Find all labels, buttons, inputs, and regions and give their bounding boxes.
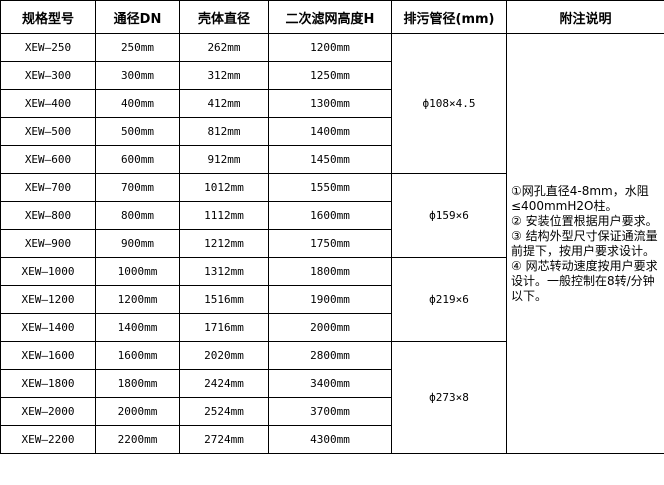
model-cell: XEW—400	[0, 89, 96, 118]
screen-height-cell: 1600mm	[268, 201, 392, 230]
shell-diameter-cell: 412mm	[179, 89, 269, 118]
dn-cell: 1400mm	[95, 313, 180, 342]
model-cell: XEW—2000	[0, 397, 96, 426]
dn-cell: 700mm	[95, 173, 180, 202]
shell-diameter-cell: 1212mm	[179, 229, 269, 258]
shell-diameter-cell: 1516mm	[179, 285, 269, 314]
screen-height-cell: 1250mm	[268, 61, 392, 90]
shell-diameter-cell: 2524mm	[179, 397, 269, 426]
shell-diameter-cell: 1716mm	[179, 313, 269, 342]
drain-diameter-cell: ф273×8	[391, 341, 507, 454]
header-row: 规格型号 通径DN 壳体直径 二次滤网高度H 排污管径(mm) 附注说明	[0, 0, 664, 34]
model-cell: XEW—900	[0, 229, 96, 258]
screen-height-cell: 1800mm	[268, 257, 392, 286]
model-cell: XEW—1600	[0, 341, 96, 370]
dn-cell: 1000mm	[95, 257, 180, 286]
dn-cell: 800mm	[95, 201, 180, 230]
model-cell: XEW—1800	[0, 369, 96, 398]
dn-cell: 300mm	[95, 61, 180, 90]
table-row: XEW—2000 2000mm 2524mm 3700mm	[0, 397, 664, 426]
model-cell: XEW—250	[0, 33, 96, 62]
note-item: ①网孔直径4-8mm，水阻≤400mmH2O柱。	[511, 183, 649, 213]
screen-height-cell: 1200mm	[268, 33, 392, 62]
table-row: XEW—1800 1800mm 2424mm 3400mm	[0, 369, 664, 398]
table-row: XEW—400 400mm 412mm 1300mm	[0, 89, 664, 118]
shell-diameter-cell: 1312mm	[179, 257, 269, 286]
shell-diameter-cell: 812mm	[179, 117, 269, 146]
model-cell: XEW—300	[0, 61, 96, 90]
column-header: 规格型号	[0, 0, 96, 34]
screen-height-cell: 1550mm	[268, 173, 392, 202]
dn-cell: 1600mm	[95, 341, 180, 370]
screen-height-cell: 1750mm	[268, 229, 392, 258]
note-item: ② 安装位置根据用户要求。	[511, 213, 658, 228]
table-row: XEW—1000 1000mm 1312mm 1800mm ф219×6	[0, 257, 664, 342]
model-cell: XEW—800	[0, 201, 96, 230]
model-cell: XEW—500	[0, 117, 96, 146]
model-cell: XEW—700	[0, 173, 96, 202]
dn-cell: 500mm	[95, 117, 180, 146]
dn-cell: 900mm	[95, 229, 180, 258]
shell-diameter-cell: 2724mm	[179, 425, 269, 454]
model-cell: XEW—600	[0, 145, 96, 174]
screen-height-cell: 2000mm	[268, 313, 392, 342]
table-row: XEW—250 250mm 262mm 1200mm ф108×4.5 ①网孔直径4-8m…	[0, 33, 664, 454]
drain-diameter-cell: ф108×4.5	[391, 33, 507, 174]
note-item: ④ 网芯转动速度按用户要求设计。一般控制在8转/分钟以下。	[511, 258, 658, 303]
drain-diameter-cell: ф159×6	[391, 173, 507, 258]
shell-diameter-cell: 2020mm	[179, 341, 269, 370]
dn-cell: 1200mm	[95, 285, 180, 314]
shell-diameter-cell: 312mm	[179, 61, 269, 90]
drain-diameter-cell: ф219×6	[391, 257, 507, 342]
model-cell: XEW—1400	[0, 313, 96, 342]
table-row: XEW—2200 2200mm 2724mm 4300mm	[0, 425, 664, 454]
dn-cell: 400mm	[95, 89, 180, 118]
table-row: XEW—900 900mm 1212mm 1750mm	[0, 229, 664, 258]
column-header: 附注说明	[506, 0, 664, 34]
dn-cell: 250mm	[95, 33, 180, 62]
shell-diameter-cell: 912mm	[179, 145, 269, 174]
dn-cell: 1800mm	[95, 369, 180, 398]
column-header: 壳体直径	[179, 0, 269, 34]
column-header: 二次滤网高度H	[268, 0, 392, 34]
table-row: XEW—300 300mm 312mm 1250mm	[0, 61, 664, 90]
screen-height-cell: 2800mm	[268, 341, 392, 370]
note-item: ③ 结构外型尺寸保证通流量前提下，按用户要求设计。	[511, 228, 658, 258]
table-row: XEW—700 700mm 1012mm 1550mm ф159×6	[0, 173, 664, 258]
shell-diameter-cell: 262mm	[179, 33, 269, 62]
spec-table: 规格型号 通径DN 壳体直径 二次滤网高度H 排污管径(mm) 附注说明 XEW—250 2…	[0, 0, 664, 454]
shell-diameter-cell: 1012mm	[179, 173, 269, 202]
model-cell: XEW—1200	[0, 285, 96, 314]
screen-height-cell: 3700mm	[268, 397, 392, 426]
notes-cell: ①网孔直径4-8mm，水阻≤400mmH2O柱。 ② 安装位置根据用户要求。 ③ 结…	[506, 33, 664, 454]
screen-height-cell: 4300mm	[268, 425, 392, 454]
table-row: XEW—800 800mm 1112mm 1600mm	[0, 201, 664, 230]
model-cell: XEW—1000	[0, 257, 96, 286]
dn-cell: 2000mm	[95, 397, 180, 426]
column-header: 排污管径(mm)	[391, 0, 507, 34]
shell-diameter-cell: 2424mm	[179, 369, 269, 398]
column-header: 通径DN	[95, 0, 180, 34]
table-row: XEW—600 600mm 912mm 1450mm	[0, 145, 664, 174]
screen-height-cell: 3400mm	[268, 369, 392, 398]
screen-height-cell: 1900mm	[268, 285, 392, 314]
screen-height-cell: 1300mm	[268, 89, 392, 118]
screen-height-cell: 1400mm	[268, 117, 392, 146]
table-row: XEW—1600 1600mm 2020mm 2800mm ф273×8	[0, 341, 664, 454]
dn-cell: 600mm	[95, 145, 180, 174]
table-row: XEW—500 500mm 812mm 1400mm	[0, 117, 664, 146]
dn-cell: 2200mm	[95, 425, 180, 454]
screen-height-cell: 1450mm	[268, 145, 392, 174]
shell-diameter-cell: 1112mm	[179, 201, 269, 230]
model-cell: XEW—2200	[0, 425, 96, 454]
